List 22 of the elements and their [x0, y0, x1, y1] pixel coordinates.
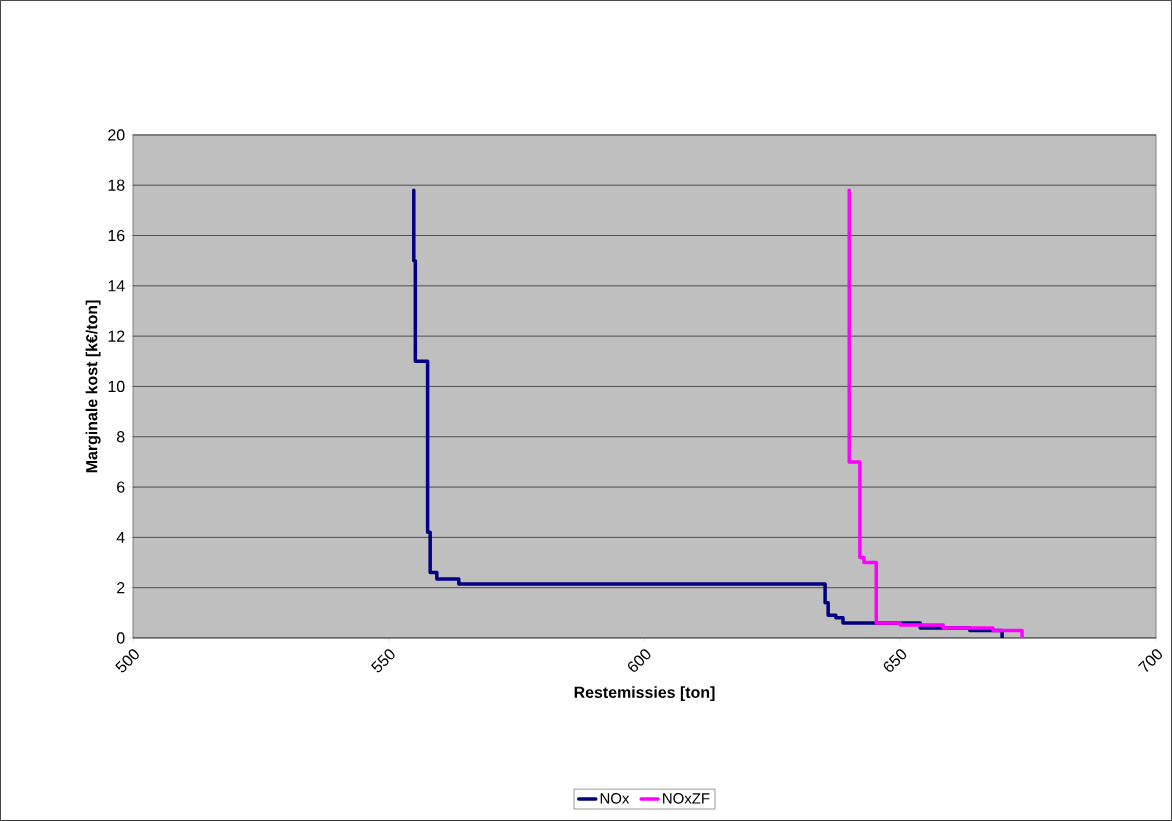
- y-axis-title: Marginale kost [k€/ton]: [85, 300, 101, 473]
- legend-label: NOx: [600, 793, 630, 804]
- y-tick-label: 10: [108, 380, 125, 393]
- y-tick-label: 12: [108, 330, 125, 342]
- y-tick-label: 2: [117, 582, 125, 594]
- y-tick-label: 14: [108, 280, 125, 292]
- x-axis-title: Restemissies [ton]: [574, 686, 715, 702]
- x-tick-label: 650: [883, 649, 907, 672]
- x-tick-label: 500: [115, 649, 139, 673]
- y-tick-label: 8: [116, 431, 125, 443]
- y-tick-label: 6: [117, 481, 125, 493]
- y-tick-label: 0: [116, 632, 125, 644]
- x-tick-label: 700: [1137, 649, 1162, 672]
- y-tick-label: 18: [108, 179, 125, 191]
- y-tick-label: 16: [108, 229, 125, 242]
- y-tick-label: 4: [116, 531, 125, 543]
- x-tick-label: 600: [628, 649, 651, 672]
- x-tick-label: 550: [370, 649, 395, 673]
- y-tick-label: 20: [108, 129, 125, 141]
- line-series: [412, 188, 1004, 639]
- legend-label: NOxZF: [663, 793, 710, 804]
- line-series: [847, 188, 1024, 639]
